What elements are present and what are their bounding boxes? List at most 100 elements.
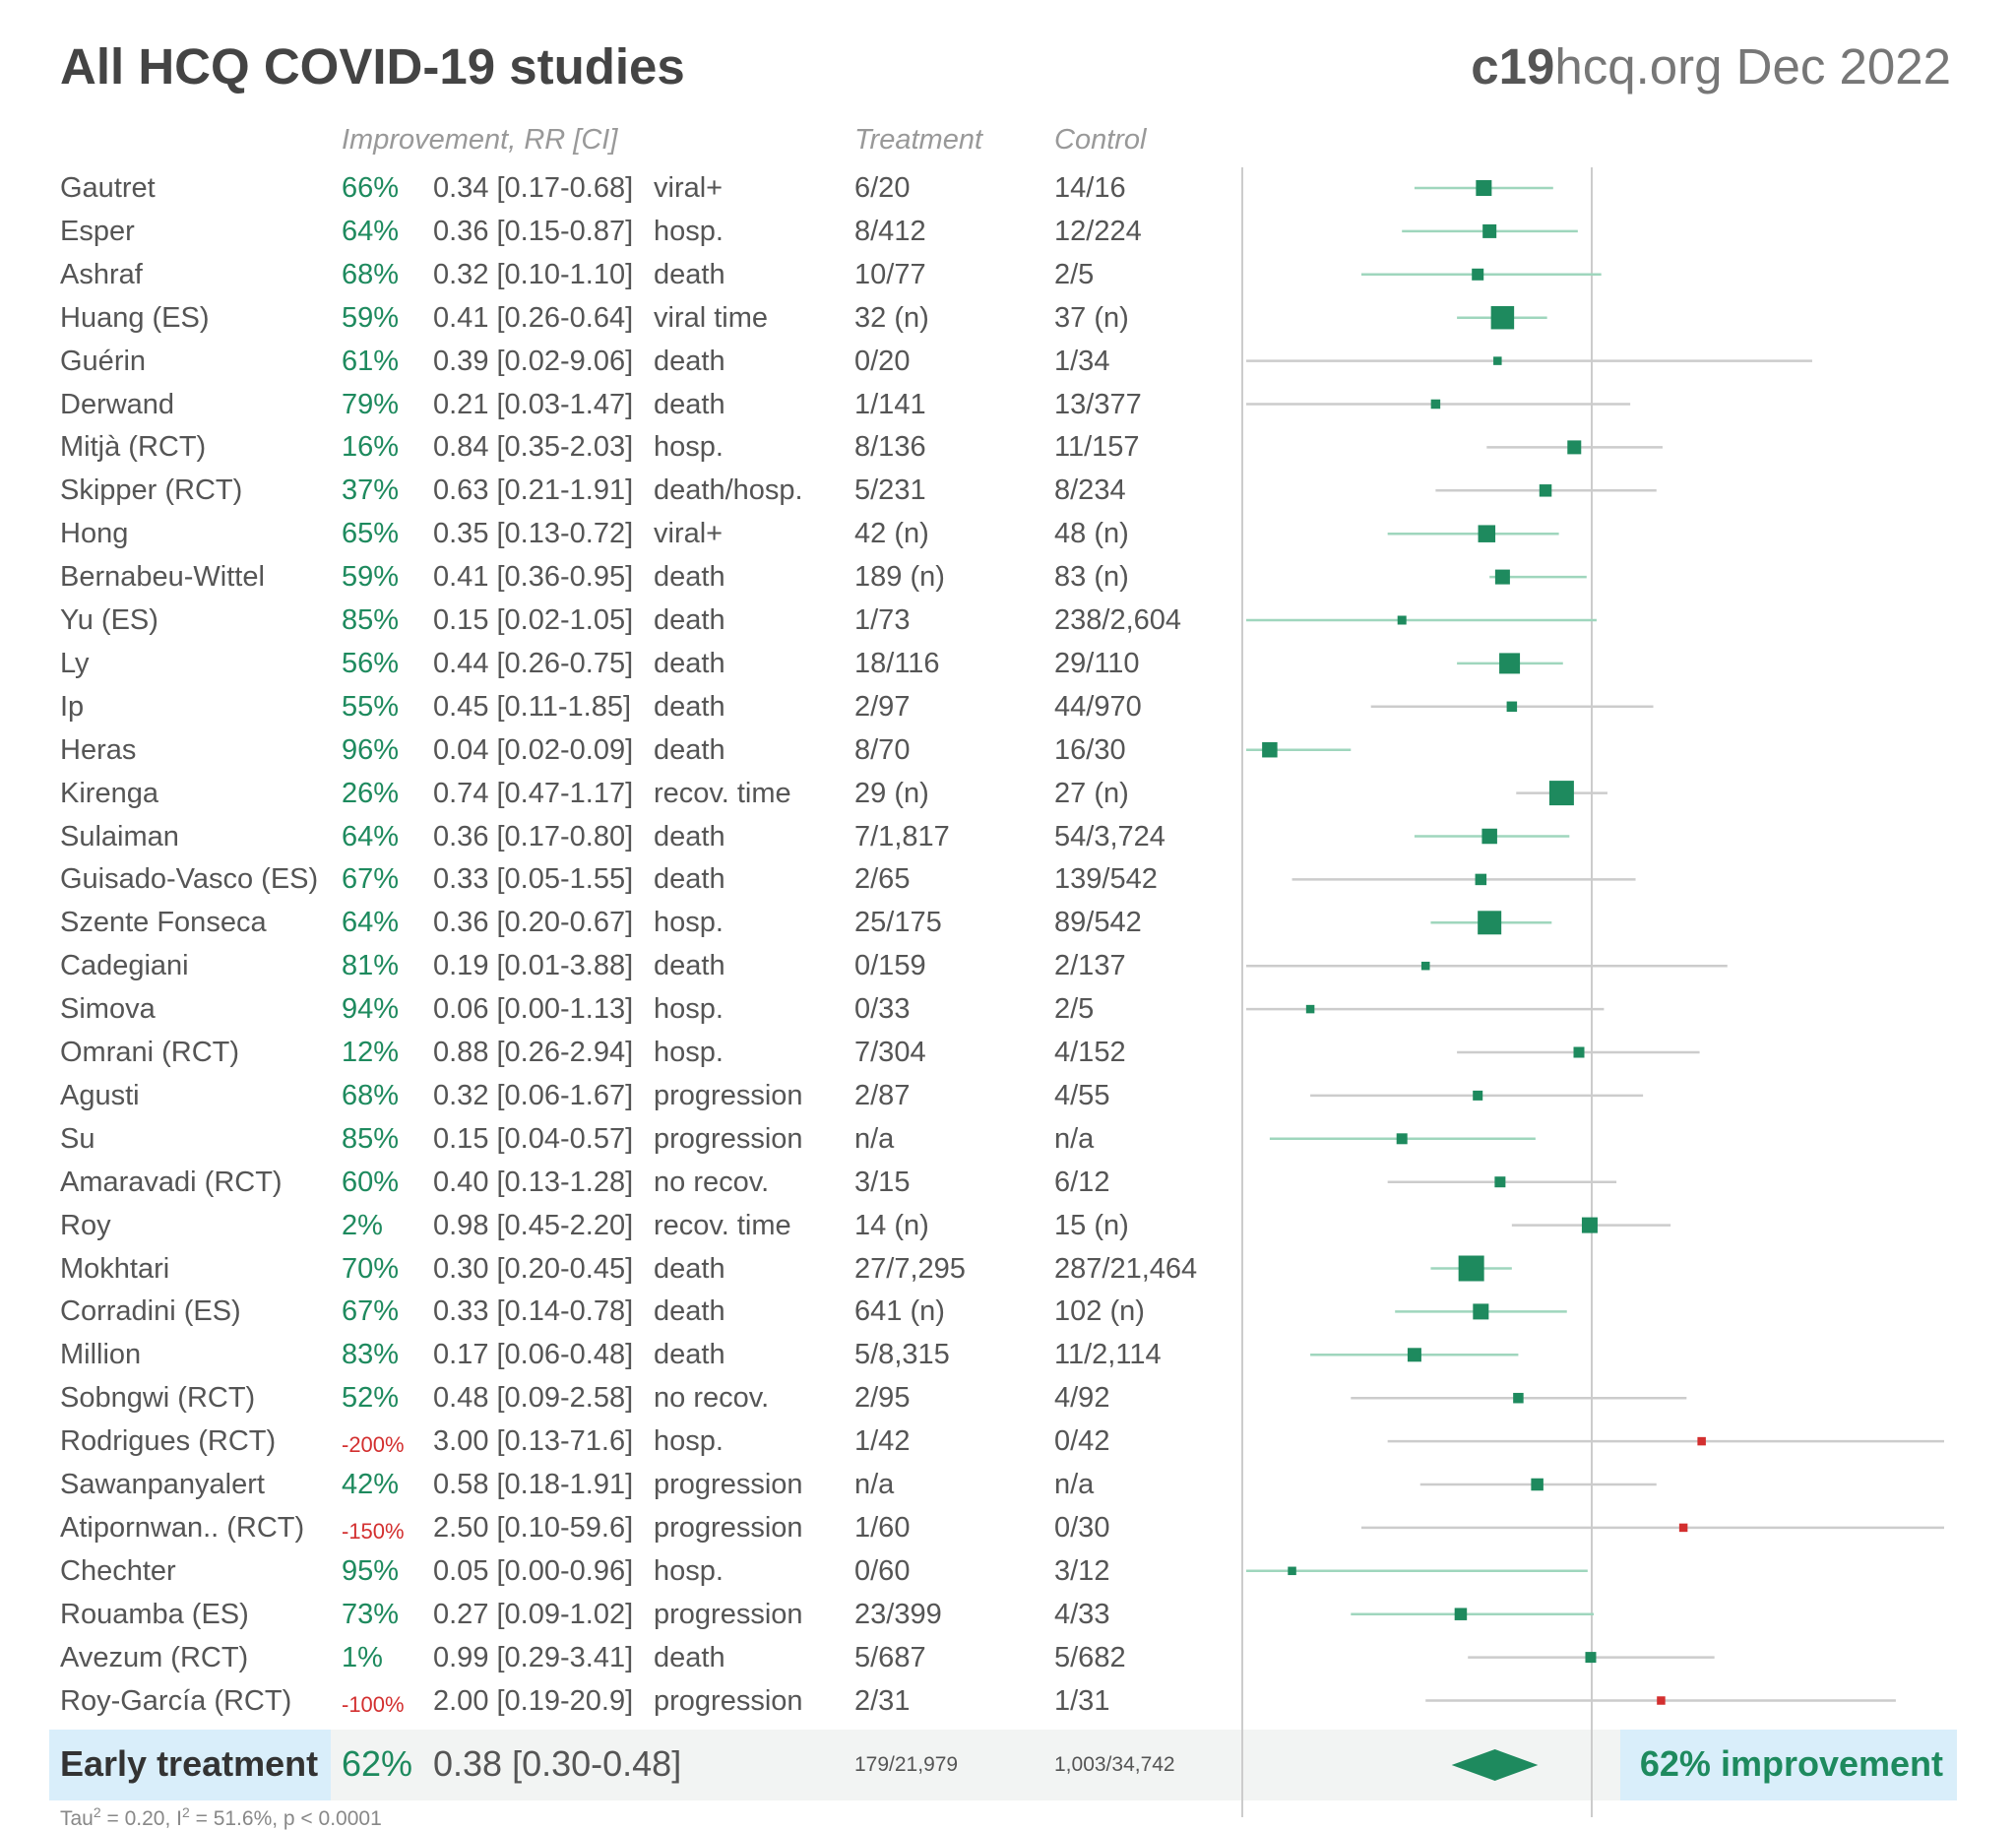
- study-improvement: 85%: [342, 1122, 400, 1155]
- effect-marker: [1506, 701, 1518, 713]
- study-treatment: 7/304: [854, 1037, 926, 1068]
- study-improvement: 73%: [342, 1598, 400, 1630]
- study-treatment: 8/70: [854, 733, 911, 766]
- study-improvement: 83%: [342, 1339, 400, 1371]
- study-name: Corradini (ES): [60, 1295, 241, 1328]
- study-improvement: 1%: [342, 1641, 383, 1673]
- study-improvement: 67%: [342, 863, 400, 896]
- study-treatment: 0/33: [854, 993, 911, 1026]
- study-control: 102 (n): [1054, 1295, 1145, 1328]
- effect-marker: [1473, 1303, 1489, 1320]
- study-outcome: progression: [654, 1598, 803, 1630]
- study-rr: 0.04 [0.02-0.09]: [433, 733, 634, 766]
- study-control: 89/542: [1054, 907, 1142, 939]
- effect-marker: [1678, 1523, 1688, 1533]
- summary-improvement-highlight: [1620, 1730, 1957, 1800]
- study-outcome: death: [654, 950, 725, 982]
- study-control: n/a: [1054, 1122, 1095, 1155]
- study-name: Atipornwan.. (RCT): [60, 1511, 305, 1544]
- study-outcome: recov. time: [654, 777, 791, 809]
- study-rr: 0.40 [0.13-1.28]: [433, 1166, 634, 1198]
- study-outcome: death: [654, 1641, 725, 1673]
- study-improvement: 67%: [342, 1295, 400, 1328]
- study-control: 37 (n): [1054, 301, 1129, 334]
- study-control: 29/110: [1054, 647, 1140, 679]
- study-treatment: 5/687: [854, 1641, 926, 1673]
- study-control: 1/34: [1054, 345, 1110, 377]
- study-outcome: progression: [654, 1079, 803, 1111]
- study-treatment: 1/73: [854, 604, 911, 636]
- study-treatment: 2/31: [854, 1684, 911, 1717]
- study-name: Rouamba (ES): [60, 1598, 249, 1630]
- study-control: 3/12: [1054, 1554, 1110, 1587]
- study-outcome: death: [654, 863, 725, 896]
- effect-marker: [1657, 1696, 1666, 1705]
- study-name: Szente Fonseca: [60, 907, 267, 939]
- study-treatment: 0/159: [854, 950, 926, 982]
- study-control: 6/12: [1054, 1166, 1110, 1198]
- study-name: Ip: [60, 690, 85, 723]
- study-rr: 0.32 [0.06-1.67]: [433, 1079, 634, 1111]
- study-rr: 0.63 [0.21-1.91]: [433, 474, 634, 507]
- study-outcome: death: [654, 1339, 725, 1371]
- tau-value: = 0.20, I: [100, 1807, 182, 1830]
- effect-marker: [1454, 1608, 1468, 1620]
- study-control: 16/30: [1054, 733, 1126, 766]
- study-control: 2/137: [1054, 950, 1126, 982]
- study-control: 2/5: [1054, 993, 1095, 1026]
- control-header: Control: [1054, 124, 1147, 156]
- study-improvement: 59%: [342, 561, 400, 594]
- study-control: 13/377: [1054, 388, 1142, 420]
- study-control: 12/224: [1054, 215, 1142, 247]
- study-control: 4/33: [1054, 1598, 1110, 1630]
- summary-label: Early treatment: [60, 1743, 319, 1784]
- study-rr: 0.88 [0.26-2.94]: [433, 1037, 634, 1068]
- study-outcome: hosp.: [654, 1554, 724, 1587]
- study-control: 5/682: [1054, 1641, 1126, 1673]
- improvement-header: Improvement, RR [CI]: [342, 124, 618, 156]
- study-treatment: 8/136: [854, 431, 926, 464]
- study-improvement: 64%: [342, 215, 400, 247]
- study-improvement: 94%: [342, 993, 400, 1026]
- study-outcome: progression: [654, 1122, 803, 1155]
- study-improvement: 59%: [342, 301, 400, 334]
- study-improvement: 64%: [342, 820, 400, 852]
- study-treatment: 10/77: [854, 258, 926, 290]
- study-rr: 0.17 [0.06-0.48]: [433, 1339, 634, 1371]
- study-treatment: 29 (n): [854, 777, 929, 809]
- summary-rr: 0.38 [0.30-0.48]: [433, 1743, 682, 1784]
- effect-marker: [1494, 569, 1510, 585]
- study-treatment: n/a: [854, 1469, 895, 1500]
- study-rr: 2.00 [0.19-20.9]: [433, 1684, 634, 1717]
- effect-marker: [1490, 305, 1515, 330]
- study-treatment: 189 (n): [854, 561, 945, 594]
- study-treatment: 2/65: [854, 863, 911, 896]
- study-control: 54/3,724: [1054, 820, 1166, 852]
- study-name: Simova: [60, 993, 156, 1026]
- study-name: Skipper (RCT): [60, 474, 243, 507]
- study-rr: 0.44 [0.26-0.75]: [433, 647, 634, 679]
- study-treatment: 6/20: [854, 172, 911, 204]
- study-outcome: hosp.: [654, 907, 724, 939]
- effect-marker: [1573, 1046, 1585, 1058]
- study-name: Ashraf: [60, 258, 143, 290]
- effect-marker: [1585, 1652, 1597, 1664]
- study-improvement: -150%: [342, 1518, 405, 1544]
- study-outcome: viral+: [654, 172, 724, 204]
- effect-marker: [1478, 525, 1496, 542]
- study-improvement: 12%: [342, 1037, 400, 1068]
- effect-marker: [1397, 615, 1407, 625]
- study-outcome: viral+: [654, 518, 724, 550]
- study-name: Yu (ES): [60, 604, 158, 636]
- effect-marker: [1305, 1004, 1315, 1014]
- study-rr: 0.32 [0.10-1.10]: [433, 258, 634, 290]
- study-name: Avezum (RCT): [60, 1641, 249, 1673]
- site-label-bold: c19: [1471, 38, 1555, 95]
- effect-marker: [1472, 268, 1484, 281]
- effect-marker: [1458, 1255, 1484, 1282]
- study-rr: 0.36 [0.20-0.67]: [433, 907, 634, 939]
- study-outcome: hosp.: [654, 215, 724, 247]
- summary-improvement: 62%: [342, 1743, 413, 1784]
- study-improvement: 37%: [342, 474, 400, 507]
- study-outcome: no recov.: [654, 1382, 770, 1415]
